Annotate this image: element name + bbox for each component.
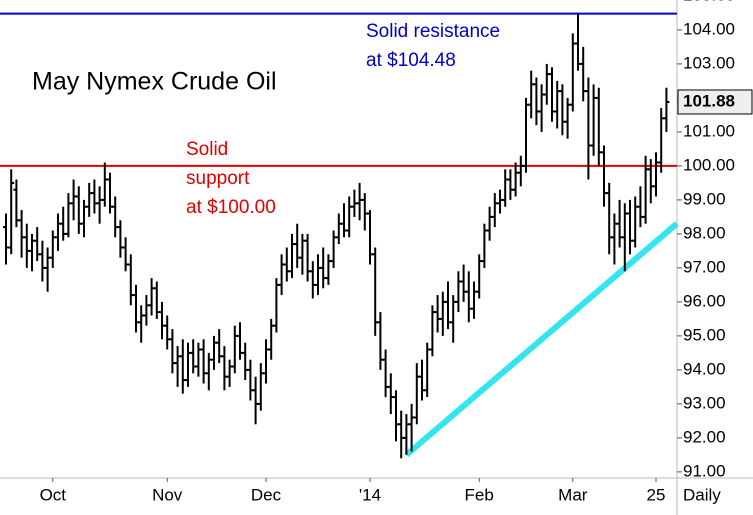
x-tick-label: Nov xyxy=(152,485,183,504)
last-price-box xyxy=(677,89,753,115)
y-tick-label: 96.00 xyxy=(683,291,726,310)
annotation: Solid resistance xyxy=(366,21,500,42)
x-tick-label: Mar xyxy=(558,485,588,504)
trendline xyxy=(404,221,679,458)
y-tick-label: 92.00 xyxy=(683,427,726,446)
y-tick-label: 99.00 xyxy=(683,189,726,208)
y-tick-label: 91.00 xyxy=(683,461,726,480)
y-tick-label: 100.00 xyxy=(683,155,735,174)
annotation: at $100.00 xyxy=(186,197,276,218)
last-price-label: 101.88 xyxy=(683,91,735,110)
annotation: at $104.48 xyxy=(366,50,456,71)
x-tick-label: '14 xyxy=(359,485,381,504)
x-tick-label: Dec xyxy=(251,485,282,504)
y-tick-label: 103.00 xyxy=(683,53,735,72)
y-tick-label: 94.00 xyxy=(683,359,726,378)
y-tick-label: 104.00 xyxy=(683,19,735,38)
x-tick-label: Oct xyxy=(40,485,67,504)
y-tick-label: 93.00 xyxy=(683,393,726,412)
chart-title: May Nymex Crude Oil xyxy=(32,68,277,96)
y-tick-label: 101.00 xyxy=(683,121,735,140)
frequency-label: Daily xyxy=(683,485,721,504)
y-tick-label: 105.00 xyxy=(683,0,735,4)
x-tick-label: Feb xyxy=(465,485,494,504)
x-tick-label: 25 xyxy=(647,485,666,504)
annotation: Solid xyxy=(186,139,228,160)
y-tick-label: 98.00 xyxy=(683,223,726,242)
y-tick-label: 95.00 xyxy=(683,325,726,344)
annotation: support xyxy=(186,168,250,189)
y-tick-label: 97.00 xyxy=(683,257,726,276)
